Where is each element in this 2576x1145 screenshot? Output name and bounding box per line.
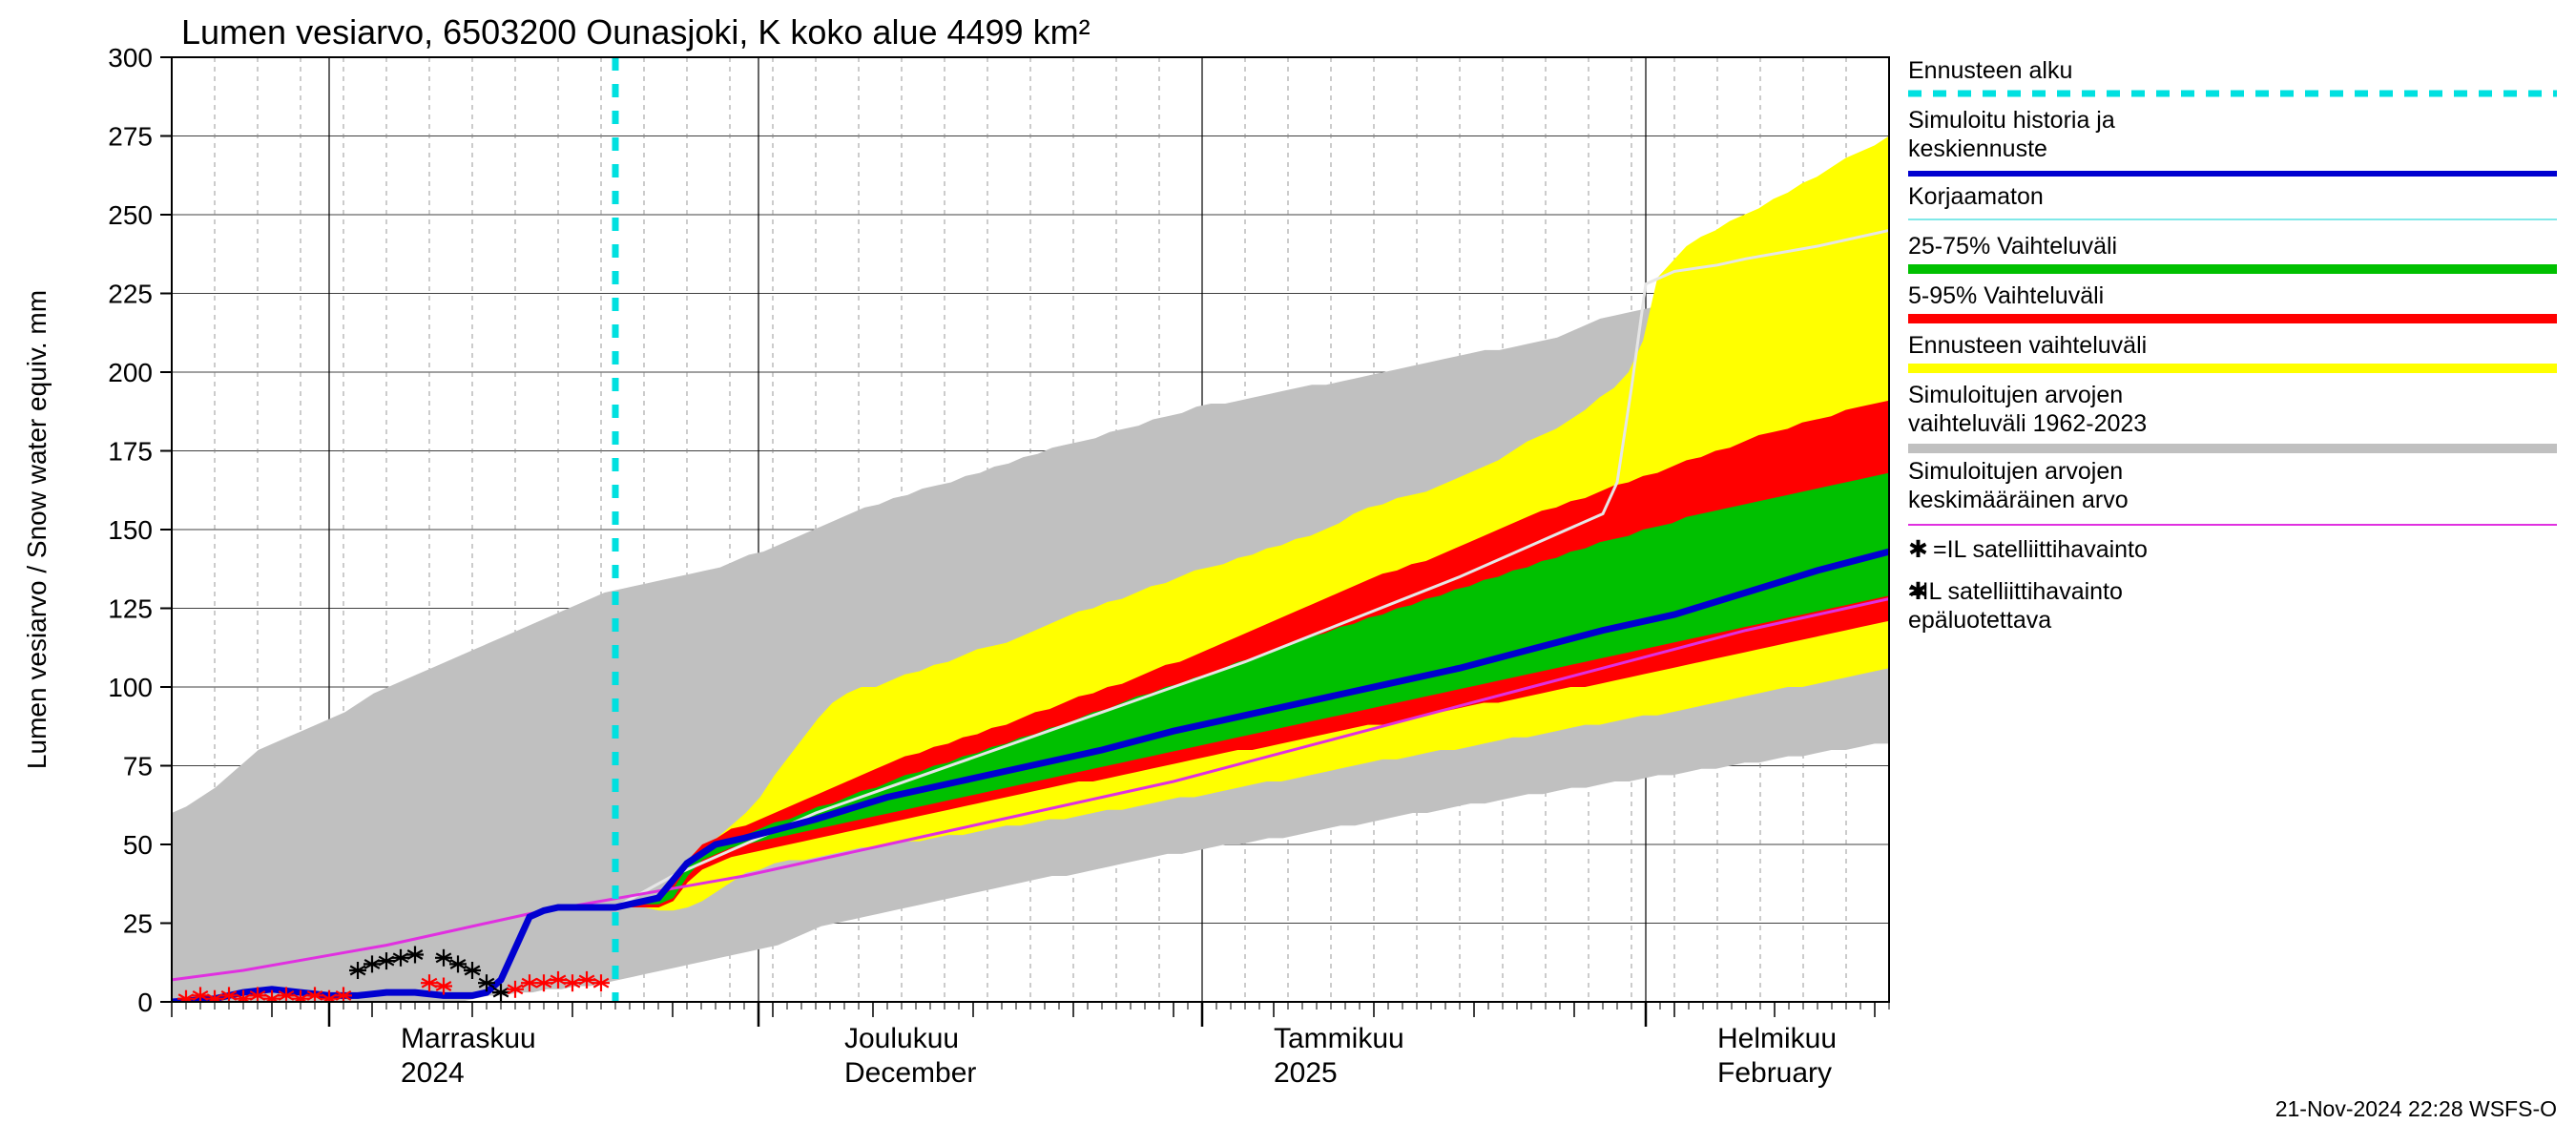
svg-text:February: February (1717, 1057, 1832, 1089)
svg-text:Helmikuu: Helmikuu (1717, 1023, 1837, 1054)
svg-text:300: 300 (108, 43, 153, 73)
svg-text:250: 250 (108, 200, 153, 230)
svg-text:keskimääräinen arvo: keskimääräinen arvo (1908, 487, 2129, 513)
svg-text:=IL satelliittihavainto: =IL satelliittihavainto (1908, 578, 2123, 605)
svg-text:150: 150 (108, 515, 153, 545)
svg-text:225: 225 (108, 280, 153, 309)
svg-text:75: 75 (123, 752, 153, 781)
svg-text:Ennusteen vaihteluväli: Ennusteen vaihteluväli (1908, 332, 2147, 359)
svg-text:Tammikuu: Tammikuu (1274, 1023, 1404, 1054)
svg-text:175: 175 (108, 437, 153, 467)
svg-text:Ennusteen alku: Ennusteen alku (1908, 57, 2072, 84)
svg-text:Simuloitujen arvojen: Simuloitujen arvojen (1908, 382, 2123, 408)
svg-text:25-75% Vaihteluväli: 25-75% Vaihteluväli (1908, 233, 2117, 260)
svg-text:125: 125 (108, 594, 153, 624)
y-axis-label: Lumen vesiarvo / Snow water equiv. mm (22, 290, 52, 769)
chart-title: Lumen vesiarvo, 6503200 Ounasjoki, K kok… (181, 12, 1091, 52)
svg-text:2025: 2025 (1274, 1057, 1338, 1089)
svg-text:December: December (844, 1057, 976, 1089)
svg-text:100: 100 (108, 673, 153, 702)
svg-text:50: 50 (123, 830, 153, 860)
svg-text:✱: ✱ (1908, 578, 1928, 605)
svg-text:vaihteluväli 1962-2023: vaihteluväli 1962-2023 (1908, 410, 2147, 437)
svg-text:✱: ✱ (1908, 536, 1928, 563)
svg-text:keskiennuste: keskiennuste (1908, 135, 2047, 162)
svg-text:Korjaamaton: Korjaamaton (1908, 183, 2044, 210)
chart-svg: 0 25 50 75 100 125 150 175 200 225 250 275 300 Marras… (0, 0, 2576, 1145)
svg-text:Marraskuu: Marraskuu (401, 1023, 536, 1054)
svg-text:Simuloitu historia ja: Simuloitu historia ja (1908, 107, 2115, 134)
svg-text:=IL satelliittihavainto: =IL satelliittihavainto (1933, 536, 2148, 563)
svg-text:2024: 2024 (401, 1057, 465, 1089)
svg-text:200: 200 (108, 358, 153, 387)
svg-text:Joulukuu: Joulukuu (844, 1023, 959, 1054)
svg-text:0: 0 (137, 988, 153, 1017)
svg-text:25: 25 (123, 909, 153, 939)
svg-text:epäluotettava: epäluotettava (1908, 607, 2051, 634)
svg-text:275: 275 (108, 122, 153, 152)
svg-text:5-95% Vaihteluväli: 5-95% Vaihteluväli (1908, 282, 2104, 309)
svg-text:Simuloitujen arvojen: Simuloitujen arvojen (1908, 458, 2123, 485)
chart-container: 0 25 50 75 100 125 150 175 200 225 250 275 300 Marras… (0, 0, 2576, 1145)
footer-timestamp: 21-Nov-2024 22:28 WSFS-O (2275, 1096, 2557, 1121)
